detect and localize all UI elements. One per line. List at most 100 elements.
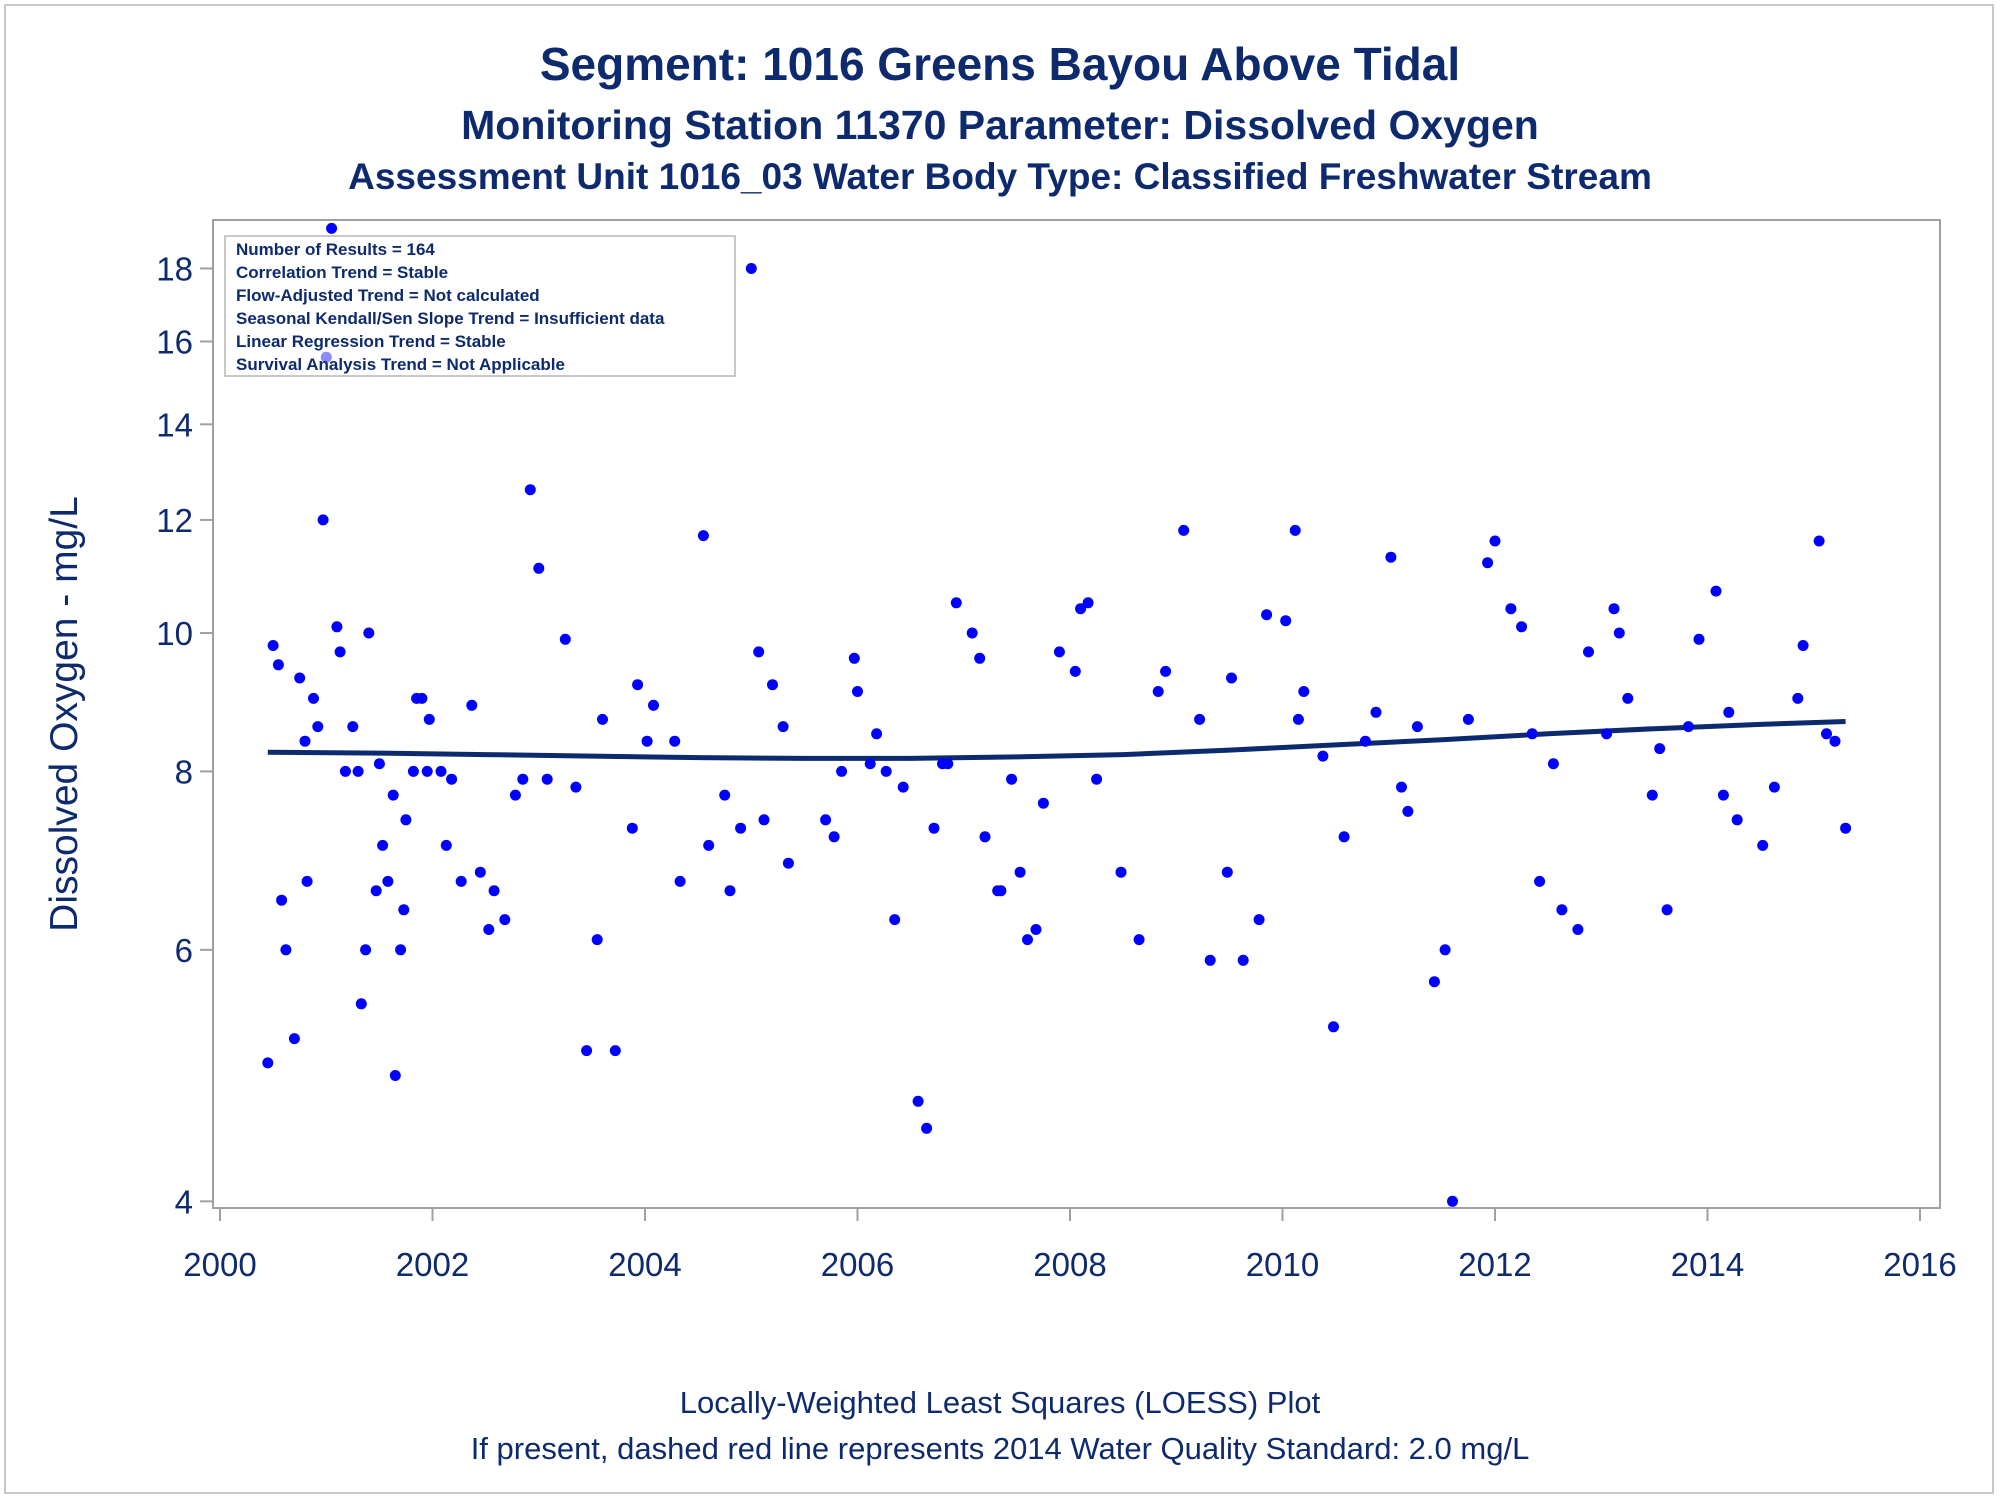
y-tick-label: 6 bbox=[175, 932, 193, 969]
data-point bbox=[1439, 944, 1451, 956]
data-point bbox=[1646, 789, 1658, 801]
stat-number-of-results: Number of Results = 164 bbox=[236, 240, 435, 259]
data-point bbox=[474, 866, 486, 878]
data-point bbox=[1505, 603, 1517, 615]
data-point bbox=[524, 484, 536, 496]
data-point bbox=[889, 914, 901, 926]
data-point bbox=[880, 765, 892, 777]
data-point bbox=[389, 1070, 401, 1081]
data-point bbox=[382, 875, 394, 887]
data-point bbox=[1194, 713, 1206, 725]
data-point bbox=[387, 789, 399, 801]
data-point bbox=[1221, 866, 1233, 878]
data-point bbox=[517, 773, 529, 785]
data-point bbox=[416, 692, 428, 704]
data-point bbox=[1280, 615, 1292, 627]
data-point bbox=[942, 758, 954, 770]
data-point bbox=[1411, 721, 1423, 733]
data-point bbox=[1261, 609, 1273, 621]
data-point bbox=[641, 735, 653, 747]
y-tick-label: 12 bbox=[156, 502, 193, 539]
data-point bbox=[1613, 627, 1625, 639]
data-point bbox=[1133, 934, 1145, 946]
data-point bbox=[280, 944, 292, 956]
data-point bbox=[570, 781, 582, 793]
data-point bbox=[1030, 924, 1042, 935]
data-point bbox=[1583, 646, 1594, 658]
chart-frame bbox=[4, 4, 1994, 1494]
y-tick-label: 8 bbox=[175, 753, 193, 790]
data-point bbox=[1359, 735, 1371, 747]
data-point bbox=[299, 735, 311, 747]
y-tick-label: 4 bbox=[175, 1183, 193, 1220]
data-point bbox=[395, 944, 407, 956]
data-point bbox=[377, 839, 389, 851]
data-point bbox=[1402, 805, 1414, 817]
data-point bbox=[1840, 822, 1852, 834]
x-tick-label: 2004 bbox=[608, 1246, 681, 1283]
data-point bbox=[347, 721, 359, 733]
data-point bbox=[1204, 954, 1216, 966]
data-point bbox=[719, 789, 731, 801]
data-point bbox=[1370, 706, 1382, 718]
data-point bbox=[1693, 633, 1705, 645]
data-point bbox=[871, 728, 883, 740]
data-point bbox=[1298, 686, 1310, 697]
data-point bbox=[1447, 1195, 1458, 1207]
data-point bbox=[488, 885, 500, 897]
data-point bbox=[1572, 924, 1584, 935]
data-point bbox=[1757, 839, 1769, 851]
data-point bbox=[533, 562, 545, 574]
data-point bbox=[921, 1122, 933, 1134]
data-point bbox=[288, 1033, 300, 1045]
data-point bbox=[632, 679, 644, 691]
data-point bbox=[1014, 866, 1026, 878]
data-point bbox=[407, 765, 419, 777]
data-point bbox=[950, 597, 962, 609]
data-point bbox=[355, 998, 367, 1010]
data-point bbox=[509, 789, 521, 801]
data-point bbox=[1428, 976, 1440, 988]
data-point bbox=[966, 627, 978, 639]
data-point bbox=[363, 627, 375, 639]
y-tick-label: 16 bbox=[156, 324, 193, 361]
data-point bbox=[674, 875, 686, 887]
data-point bbox=[1556, 904, 1568, 916]
data-point bbox=[1006, 773, 1018, 785]
y-axis-label: Dissolved Oxygen - mg/L bbox=[43, 496, 86, 932]
data-point bbox=[1396, 781, 1407, 793]
data-point bbox=[724, 885, 736, 897]
data-point bbox=[334, 646, 346, 658]
data-point bbox=[669, 735, 681, 747]
stat-seasonal-kendall-trend: Seasonal Kendall/Sen Slope Trend = Insuf… bbox=[236, 309, 665, 328]
data-point bbox=[1091, 773, 1103, 785]
data-point bbox=[1462, 713, 1474, 725]
data-point bbox=[1385, 551, 1397, 563]
data-point bbox=[1608, 603, 1620, 615]
data-point bbox=[648, 699, 659, 711]
data-point bbox=[828, 831, 840, 843]
data-point bbox=[1482, 557, 1494, 569]
data-point bbox=[626, 822, 638, 834]
data-point bbox=[400, 814, 412, 826]
data-point bbox=[440, 839, 452, 851]
data-point bbox=[912, 1095, 924, 1107]
stat-correlation-trend: Correlation Trend = Stable bbox=[236, 263, 448, 282]
data-point bbox=[1622, 692, 1634, 704]
data-point bbox=[272, 659, 284, 671]
data-point bbox=[1037, 797, 1049, 809]
data-point bbox=[1813, 535, 1825, 547]
data-point bbox=[581, 1045, 593, 1057]
data-point bbox=[1534, 875, 1546, 887]
data-point bbox=[1253, 914, 1265, 926]
x-axis: 2000 2002 2004 2006 2008 2010 2012 2014 2016 bbox=[183, 1208, 1957, 1283]
stat-survival-analysis-trend: Survival Analysis Trend = Not Applicable bbox=[236, 355, 565, 374]
data-point bbox=[995, 885, 1007, 897]
data-point bbox=[1768, 781, 1780, 793]
data-point bbox=[1723, 706, 1735, 718]
data-point bbox=[609, 1045, 621, 1057]
data-point bbox=[1821, 728, 1832, 740]
data-point bbox=[1829, 735, 1841, 747]
footnote-loess: Locally-Weighted Least Squares (LOESS) P… bbox=[680, 1385, 1321, 1420]
data-point bbox=[339, 765, 351, 777]
